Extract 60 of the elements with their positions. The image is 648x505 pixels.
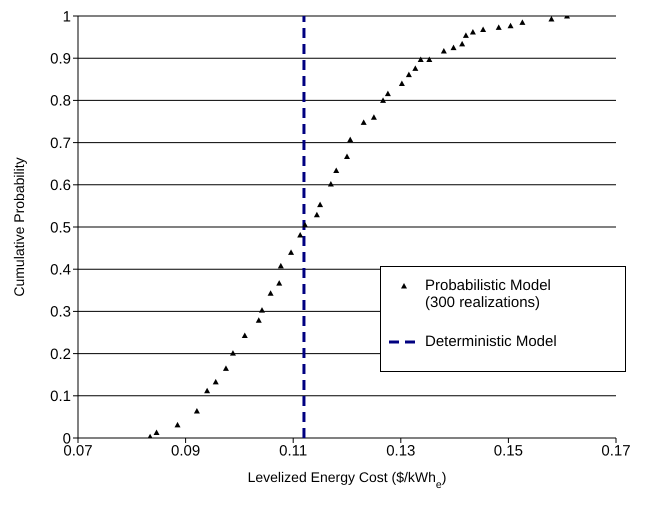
- y-tick-label: 0.3: [50, 304, 71, 321]
- point: [440, 48, 447, 54]
- point: [470, 29, 476, 35]
- point: [288, 249, 294, 255]
- point: [314, 212, 320, 218]
- y-tick-label: 0.9: [50, 50, 71, 68]
- point: [222, 365, 229, 371]
- x-tick-label: 0.11: [279, 442, 308, 460]
- y-tick-label: 1: [62, 8, 71, 26]
- point: [496, 24, 502, 30]
- point: [230, 350, 236, 356]
- x-tick-label: 0.15: [494, 442, 523, 460]
- point: [258, 307, 265, 313]
- point: [204, 388, 210, 394]
- point: [256, 317, 262, 323]
- point: [344, 154, 350, 160]
- point: [398, 80, 405, 86]
- legend-label: Probabilistic Model (300 realizations): [425, 277, 551, 311]
- point: [242, 332, 248, 338]
- point: [276, 280, 282, 286]
- point: [212, 378, 219, 384]
- point: [154, 430, 160, 436]
- y-tick-label: 0.8: [50, 92, 71, 110]
- point: [462, 32, 469, 38]
- y-tick-label: 0.5: [50, 219, 71, 236]
- point: [426, 56, 432, 62]
- point: [328, 180, 334, 186]
- point: [317, 202, 324, 208]
- point: [268, 290, 274, 296]
- point: [548, 16, 554, 22]
- point: [412, 65, 418, 71]
- point: [459, 40, 466, 46]
- point: [450, 44, 457, 50]
- point: [406, 72, 412, 78]
- point: [174, 422, 181, 428]
- point: [194, 408, 200, 414]
- y-tick-label: 0.1: [50, 388, 71, 406]
- y-axis-title: Cumulative Probability: [10, 157, 27, 297]
- y-tick-label: 0.4: [50, 262, 71, 279]
- x-tick-label: 0.09: [171, 442, 200, 460]
- y-tick-label: 0.7: [50, 134, 71, 152]
- point: [370, 114, 377, 120]
- point: [347, 136, 354, 142]
- point: [519, 19, 526, 25]
- x-tick-label: 0.17: [601, 442, 631, 460]
- point: [508, 22, 514, 28]
- point: [380, 97, 386, 103]
- legend-label: Deterministic Model: [425, 333, 557, 350]
- y-tick-label: 0.2: [50, 346, 71, 363]
- y-tick-label: 0.6: [50, 177, 71, 194]
- point: [384, 90, 391, 96]
- point: [360, 119, 367, 125]
- x-tick-label: 0.13: [386, 442, 416, 460]
- point: [333, 167, 340, 173]
- point: [297, 232, 304, 238]
- x-axis-title: Levelized Energy Cost ($/kWh$_{e}$): [248, 469, 446, 491]
- point: [418, 56, 424, 62]
- point: [278, 262, 284, 268]
- point: [480, 26, 486, 32]
- x-tick-label: 0.07: [63, 442, 93, 460]
